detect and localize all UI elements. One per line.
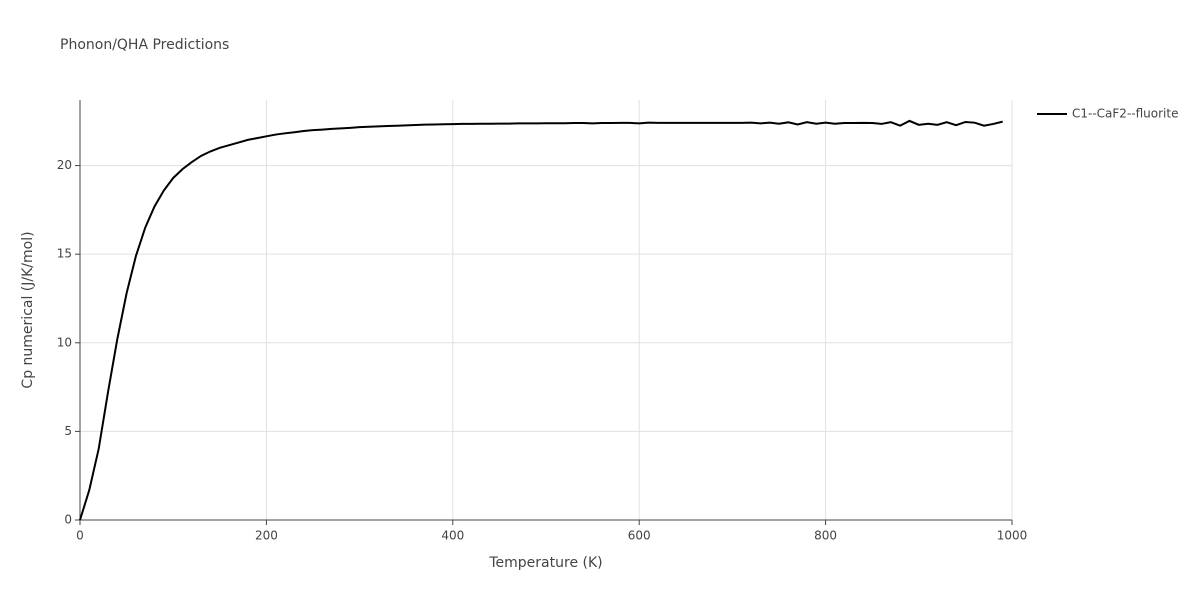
x-tick-label: 200 <box>255 529 278 543</box>
y-axis-title: Cp numerical (J/K/mol) <box>20 231 36 388</box>
x-tick-label: 600 <box>628 529 651 543</box>
y-tick-label: 0 <box>64 513 72 527</box>
data-line <box>79 119 1003 521</box>
x-tick-label: 400 <box>441 529 464 543</box>
y-tick-label: 5 <box>64 424 72 438</box>
legend-label: C1--CaF2--fluorite <box>1072 107 1178 121</box>
x-tick-label: 800 <box>814 529 837 543</box>
y-tick-label: 15 <box>57 247 72 261</box>
chart-title: Phonon/QHA Predictions <box>60 37 229 53</box>
x-tick-label: 0 <box>76 529 84 543</box>
y-tick-label: 20 <box>57 158 72 172</box>
x-tick-label: 1000 <box>997 529 1028 543</box>
x-axis-title: Temperature (K) <box>488 555 602 571</box>
y-tick-label: 10 <box>57 335 72 349</box>
